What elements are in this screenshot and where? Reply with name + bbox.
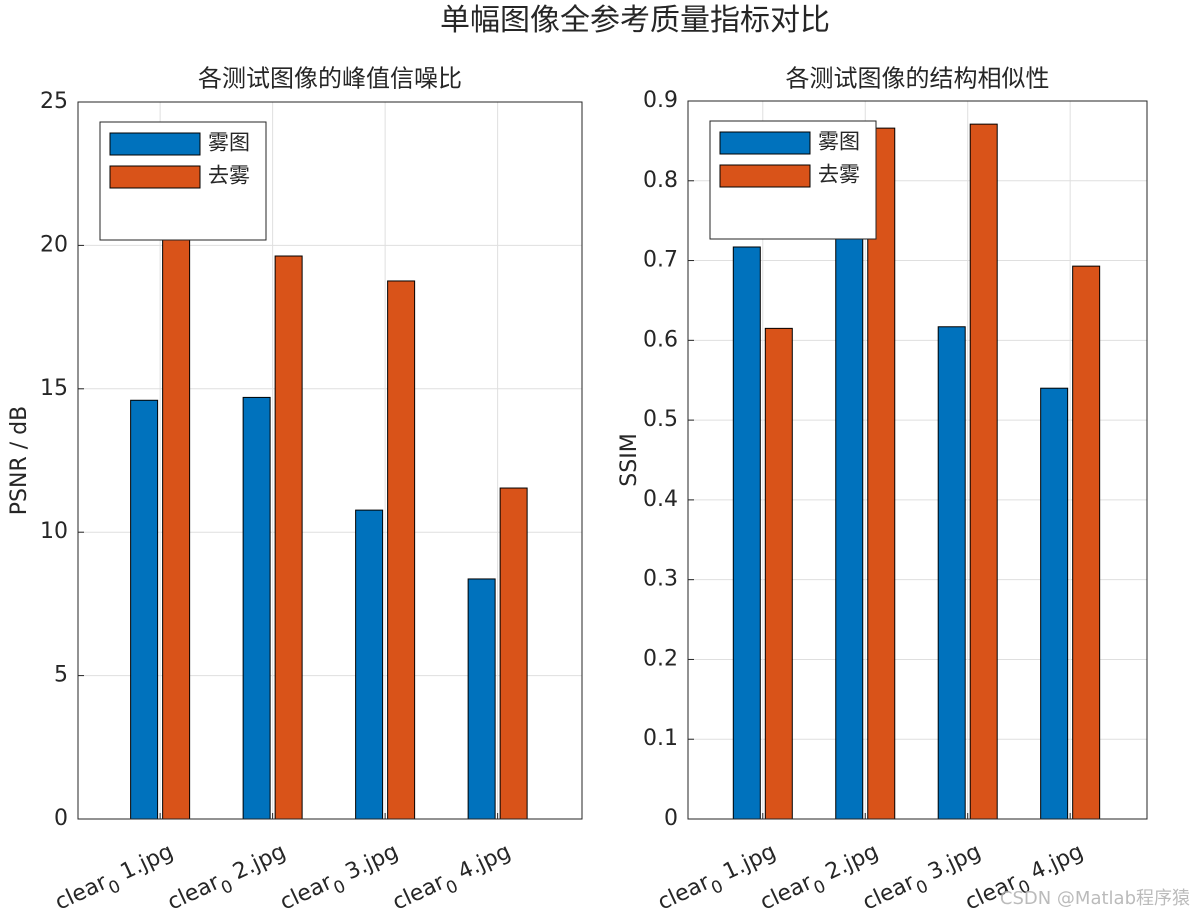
y-tick-label: 0.3 (643, 567, 678, 592)
y-tick-label: 0.1 (643, 726, 678, 751)
axes-box (687, 100, 1148, 820)
y-tick-label: 0.4 (643, 487, 678, 512)
legend-label: 雾图 (208, 131, 250, 155)
x-tick-label: clear0 1.jpg (51, 839, 180, 919)
y-tick-label: 0.7 (643, 248, 678, 273)
bar (1072, 265, 1101, 820)
bar (274, 255, 303, 820)
bar (1040, 387, 1069, 820)
bar (242, 396, 271, 820)
y-tick-label: 0 (664, 806, 678, 831)
y-tick-label: 0.2 (643, 646, 678, 671)
legend-swatch (719, 164, 811, 188)
legend-swatch (109, 132, 201, 156)
y-tick-label: 25 (40, 89, 68, 114)
axes-title: 各测试图像的峰值信噪比 (198, 65, 462, 93)
legend-label: 去雾 (818, 163, 860, 187)
y-tick-label: 0.6 (643, 327, 678, 352)
bar (732, 246, 761, 820)
bar (162, 194, 191, 820)
y-tick-label: 0.9 (643, 88, 678, 113)
y-axis-label: PSNR / dB (7, 406, 32, 515)
bar (130, 399, 159, 820)
y-tick-label: 15 (40, 376, 68, 401)
bar (969, 123, 998, 820)
x-tick-label: clear0 2.jpg (164, 839, 293, 919)
x-tick-label: clear0 3.jpg (276, 839, 405, 919)
y-tick-label: 5 (54, 663, 68, 688)
bar (764, 327, 793, 820)
axes-title: 各测试图像的结构相似性 (786, 65, 1050, 93)
y-tick-label: 0.8 (643, 168, 678, 193)
y-tick-label: 0 (54, 806, 68, 831)
axes-box (77, 101, 583, 820)
bar (355, 509, 384, 820)
bar (867, 127, 896, 820)
x-tick-label: clear0 4.jpg (389, 839, 518, 919)
bar (387, 280, 416, 820)
bar (467, 578, 496, 820)
y-tick-label: 0.5 (643, 407, 678, 432)
y-axis-label: SSIM (617, 433, 642, 486)
bar (499, 487, 528, 820)
bar (937, 326, 966, 820)
figure-title: 单幅图像全参考质量指标对比 (440, 3, 830, 38)
watermark: CSDN @Matlab程序猿 (1000, 888, 1190, 909)
y-tick-label: 10 (40, 519, 68, 544)
legend-swatch (719, 131, 811, 155)
legend-label: 去雾 (208, 164, 250, 188)
legend-swatch (109, 165, 201, 189)
legend-label: 雾图 (818, 130, 860, 154)
y-tick-label: 20 (40, 232, 68, 257)
